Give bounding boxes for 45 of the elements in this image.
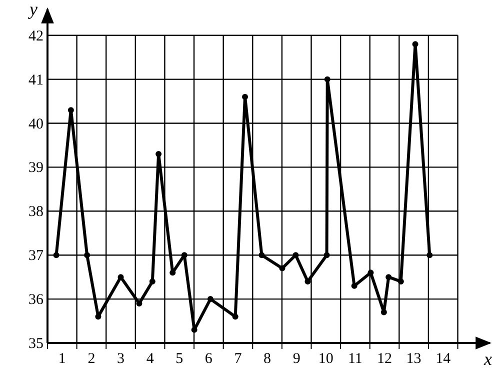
point [279,265,286,272]
point [258,252,265,258]
x-tick-label: 9 [292,351,300,367]
point [118,274,124,280]
y-tick-label: 35 [28,336,44,352]
point [149,278,156,284]
x-tick-label: 1 [58,351,66,367]
y-axis-title: y [28,0,38,19]
x-tick-label: 12 [377,351,392,367]
point [53,252,60,258]
x-tick-label: 14 [436,351,452,367]
x-tick-label: 3 [117,351,125,367]
x-tick-label: 2 [88,351,96,367]
point [412,41,418,48]
x-tick-label: 5 [176,351,184,367]
y-tick-label: 37 [28,248,44,264]
point [324,76,330,82]
point [324,252,330,258]
point [207,296,214,302]
point [426,252,433,258]
y-tick-label: 36 [28,292,44,308]
point [242,94,248,100]
y-tick-label: 39 [28,160,44,176]
point [292,252,299,258]
point [398,278,404,284]
x-tick-label: 7 [234,351,242,367]
point [170,270,176,276]
point [136,300,142,306]
x-tick-label: 8 [264,351,272,367]
x-tick-label: 6 [204,351,213,367]
y-tick-label: 42 [28,28,44,44]
point [95,314,102,320]
point [84,252,90,258]
y-tick-label: 40 [28,116,44,132]
x-axis-title: x [483,349,492,369]
x-tick-label: 4 [146,351,154,367]
y-tick-label: 38 [28,204,44,220]
x-tick-label: 13 [406,351,422,367]
x-tick-label: 11 [348,351,362,367]
point [232,314,238,320]
y-tick-label: 41 [28,72,44,88]
point [380,309,387,316]
x-tick-label: 10 [318,351,334,367]
point [68,107,74,114]
point [386,274,392,280]
